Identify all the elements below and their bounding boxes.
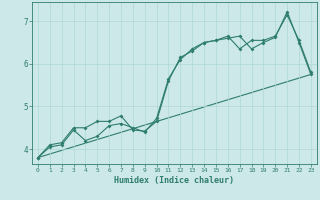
X-axis label: Humidex (Indice chaleur): Humidex (Indice chaleur) bbox=[115, 176, 234, 185]
